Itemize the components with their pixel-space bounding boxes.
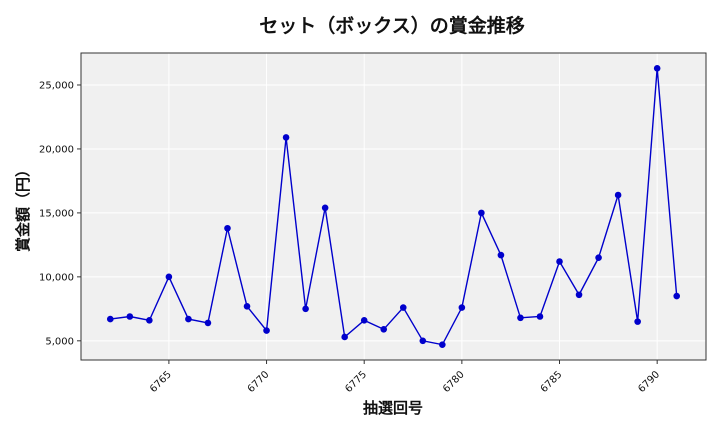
data-point [653, 65, 661, 72]
data-point [263, 327, 270, 334]
data-point [497, 251, 505, 259]
x-tick-label: 6775 [343, 369, 369, 395]
plot-frame [80, 52, 707, 361]
data-point [321, 204, 329, 212]
data-point [575, 291, 583, 299]
x-axis: 6765 6770 6775 6780 6785 6790 [148, 360, 662, 395]
y-tick-label: 20,000 [39, 144, 74, 155]
data-point [439, 341, 446, 348]
data-point [146, 317, 153, 324]
x-tick-label: 6770 [246, 369, 272, 395]
data-point [302, 305, 309, 313]
series-line [110, 68, 678, 346]
data-point [380, 326, 388, 333]
y-axis: 5,000 10,000 15,000 20,000 25,000 [39, 80, 81, 347]
y-tick-label: 5,000 [45, 336, 74, 347]
data-point [165, 273, 173, 281]
data-point [224, 224, 231, 232]
data-point [673, 292, 681, 300]
series-group [106, 65, 681, 348]
data-point [614, 191, 622, 199]
data-point [595, 254, 602, 261]
data-point [185, 315, 192, 323]
y-tick-label: 10,000 [39, 272, 74, 283]
data-point [106, 315, 114, 323]
grid [81, 53, 706, 360]
y-axis-label: 賞金額（円） [14, 162, 32, 252]
data-point [243, 302, 251, 310]
data-point [126, 313, 134, 320]
data-point [536, 313, 544, 320]
x-axis-label: 抽選回号 [363, 399, 423, 417]
data-point [399, 304, 407, 311]
x-tick-label: 6780 [441, 369, 467, 395]
x-tick-label: 6790 [636, 369, 662, 395]
x-tick-label: 6785 [539, 369, 565, 395]
plot-area [81, 53, 706, 360]
y-tick-label: 25,000 [39, 80, 74, 91]
chart-title: セット（ボックス）の賞金推移 [259, 14, 524, 37]
y-tick-label: 15,000 [39, 208, 74, 219]
data-point [458, 304, 466, 311]
data-point [360, 317, 368, 324]
data-point [341, 333, 348, 341]
data-point [282, 134, 290, 141]
data-point [517, 314, 524, 322]
data-point [556, 258, 563, 265]
data-point [419, 337, 427, 345]
data-point [204, 319, 212, 327]
x-tick-label: 6765 [148, 369, 174, 395]
data-point [634, 318, 641, 325]
data-point [478, 209, 485, 217]
